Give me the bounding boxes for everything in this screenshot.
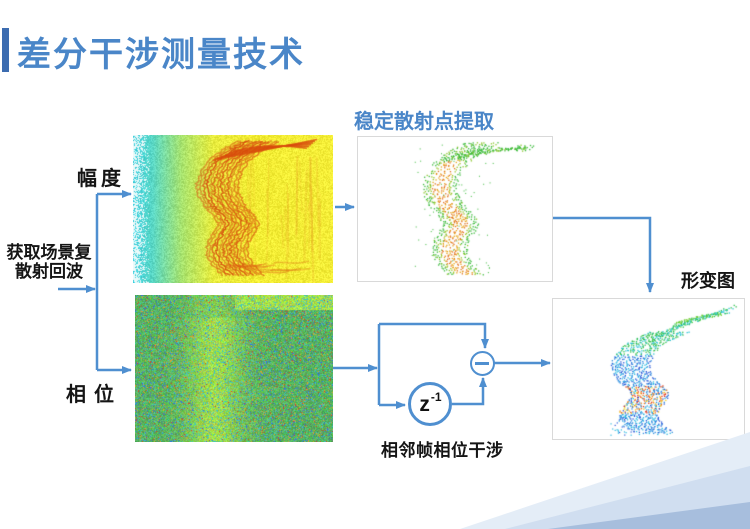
delay-exponent: -1	[430, 390, 442, 404]
input-label-line2: 散射回波	[15, 262, 83, 281]
minus-icon	[475, 361, 489, 365]
page-title: 差分干涉测量技术	[17, 36, 305, 74]
corner-decoration-dark	[548, 502, 750, 529]
stable-points-image	[357, 136, 553, 282]
arrow-delay-to-subtract	[452, 377, 487, 406]
delay-block-z-inverse: z -1	[408, 382, 452, 426]
input-label-line1: 获取场景复	[6, 243, 92, 262]
arrow-direct-to-subtract	[379, 322, 489, 349]
subtract-node	[469, 350, 495, 376]
input-label: 获取场景复 散射回波	[4, 243, 94, 281]
arrow-stable-to-deformation	[553, 216, 654, 293]
delay-base: z	[419, 392, 430, 416]
stable-extraction-label: 稳定散射点提取	[354, 111, 494, 133]
phase-label: 相位	[66, 384, 122, 406]
interferometry-label: 相邻帧相位干涉	[381, 441, 504, 460]
corner-decoration-mid	[505, 466, 750, 529]
deformation-image	[552, 298, 745, 440]
deformation-map-label: 形变图	[681, 271, 735, 291]
amplitude-label: 幅度	[77, 168, 125, 190]
amplitude-image	[133, 135, 333, 283]
title-accent-bar	[2, 28, 9, 72]
phase-image	[135, 295, 333, 442]
